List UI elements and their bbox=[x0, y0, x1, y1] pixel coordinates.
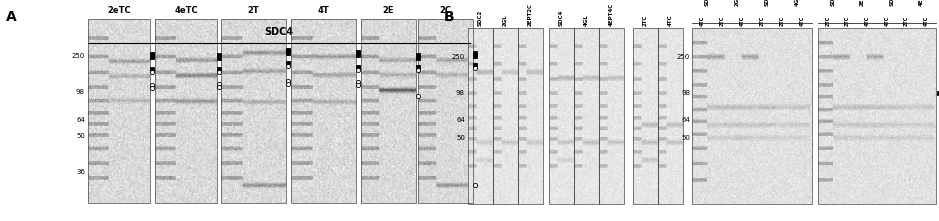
Text: 2T: 2T bbox=[248, 6, 259, 15]
Text: 50: 50 bbox=[76, 133, 85, 139]
Text: 4TC: 4TC bbox=[740, 16, 745, 26]
Text: 4EPT4C: 4EPT4C bbox=[918, 0, 924, 6]
Text: 4T: 4T bbox=[317, 6, 330, 15]
Bar bbox=[88, 19, 150, 203]
Text: 4GL: 4GL bbox=[584, 14, 589, 26]
Text: SDC4: SDC4 bbox=[265, 27, 294, 37]
Bar bbox=[818, 28, 936, 204]
Text: 250: 250 bbox=[71, 53, 85, 59]
Bar bbox=[418, 19, 473, 203]
Text: SDC4: SDC4 bbox=[764, 0, 769, 6]
Text: 36: 36 bbox=[76, 169, 85, 175]
Text: 98: 98 bbox=[76, 89, 85, 95]
Text: 2TC: 2TC bbox=[904, 16, 909, 26]
Bar bbox=[518, 28, 543, 204]
Text: 4EPT4C: 4EPT4C bbox=[609, 3, 614, 26]
Text: 50: 50 bbox=[681, 135, 690, 141]
Text: 4TC: 4TC bbox=[865, 16, 870, 26]
Text: SDC2: SDC2 bbox=[830, 0, 836, 6]
Text: 2EPT2C: 2EPT2C bbox=[860, 0, 865, 6]
Text: 2TC: 2TC bbox=[779, 16, 784, 26]
Text: 2C: 2C bbox=[439, 6, 452, 15]
Text: 4TC: 4TC bbox=[700, 16, 704, 26]
Bar bbox=[361, 19, 416, 203]
Text: 2TC: 2TC bbox=[845, 16, 850, 26]
Bar bbox=[493, 28, 518, 204]
Text: 4eTC: 4eTC bbox=[175, 6, 198, 15]
Bar bbox=[155, 19, 217, 203]
Bar bbox=[468, 28, 493, 204]
Text: 2eTC: 2eTC bbox=[107, 6, 131, 15]
Text: 2GL: 2GL bbox=[734, 0, 740, 6]
Text: B: B bbox=[444, 10, 454, 24]
Text: 64: 64 bbox=[681, 117, 690, 124]
Text: 250: 250 bbox=[452, 54, 465, 61]
Text: 98: 98 bbox=[681, 90, 690, 96]
Bar bbox=[633, 28, 658, 204]
Text: A: A bbox=[6, 10, 17, 24]
Text: 2EPT2C: 2EPT2C bbox=[528, 3, 533, 26]
Text: SDC2: SDC2 bbox=[478, 10, 483, 26]
Text: 64: 64 bbox=[456, 117, 465, 124]
Text: 2TC: 2TC bbox=[760, 16, 764, 26]
Text: 250: 250 bbox=[677, 54, 690, 61]
Text: 4GL: 4GL bbox=[794, 0, 799, 6]
Text: 2TC: 2TC bbox=[825, 16, 830, 26]
Text: 4TC: 4TC bbox=[885, 16, 889, 26]
Text: SDC4: SDC4 bbox=[559, 10, 564, 26]
Bar bbox=[692, 28, 812, 204]
Bar bbox=[574, 28, 599, 204]
Text: 2TC: 2TC bbox=[643, 15, 648, 26]
Text: 4TC: 4TC bbox=[668, 14, 673, 26]
Text: 4TC: 4TC bbox=[924, 16, 929, 26]
Bar bbox=[221, 19, 286, 203]
Text: SDC2: SDC2 bbox=[704, 0, 710, 6]
Text: 2GL: 2GL bbox=[503, 14, 508, 26]
Text: 64: 64 bbox=[76, 117, 85, 124]
Bar bbox=[599, 28, 624, 204]
Bar bbox=[658, 28, 683, 204]
Bar bbox=[549, 28, 574, 204]
Text: SDC4: SDC4 bbox=[889, 0, 894, 6]
Text: 98: 98 bbox=[456, 90, 465, 96]
Text: 2E: 2E bbox=[383, 6, 394, 15]
Text: 2TC: 2TC bbox=[719, 16, 725, 26]
Bar bbox=[291, 19, 356, 203]
Text: 4TC: 4TC bbox=[799, 16, 805, 26]
Text: 50: 50 bbox=[456, 135, 465, 141]
